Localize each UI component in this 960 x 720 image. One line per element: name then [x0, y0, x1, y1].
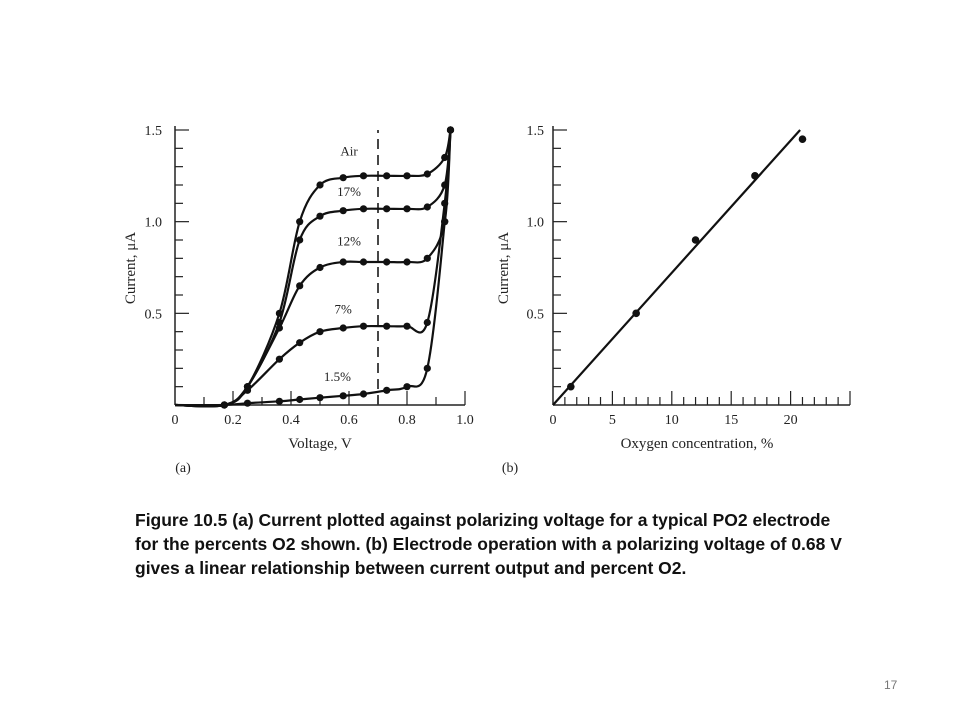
x-axis-label: Voltage, V [288, 436, 352, 452]
series-line [174, 129, 452, 408]
data-point [403, 172, 411, 180]
curve-label: 17% [337, 184, 361, 199]
data-point [339, 324, 347, 332]
x-tick-label: 10 [665, 413, 679, 428]
data-point [275, 324, 283, 332]
y-tick-label: 0.5 [145, 307, 163, 322]
series-line [174, 129, 452, 408]
chart-a: 0 0.2 0.4 0.6 0.8 1.0 0.5 1.0 1.5 Voltage, V Curre… [123, 124, 474, 476]
data-point [275, 355, 283, 363]
x-tick-label: 0 [172, 413, 179, 428]
data-point [383, 386, 391, 394]
data-point [359, 205, 368, 213]
x-tick-label: 0.4 [282, 413, 300, 428]
x-tick-label: 15 [724, 413, 738, 428]
data-point [423, 203, 431, 211]
data-point [441, 153, 449, 162]
panel-label: (a) [175, 461, 191, 476]
data-point [316, 181, 324, 189]
x-tick-label: 0.6 [340, 413, 358, 428]
data-point [359, 322, 368, 330]
chart-b: 0 5 10 15 20 0.5 1.0 1.5 Oxygen concentration, %… [496, 124, 851, 476]
y-axis-label: Current, μA [123, 232, 139, 304]
data-point [339, 392, 347, 400]
curve-label: Air [340, 144, 358, 159]
data-point [220, 401, 228, 409]
series-line [174, 129, 452, 408]
curve-label: 7% [335, 301, 353, 316]
panel-label: (b) [502, 461, 519, 476]
x-tick-label: 0 [550, 413, 557, 428]
data-point [383, 205, 391, 213]
data-point [316, 328, 324, 336]
y-tick-label: 1.5 [145, 124, 163, 139]
data-point [296, 282, 304, 290]
data-point [441, 218, 449, 226]
x-axis-label: Oxygen concentration, % [621, 436, 774, 452]
data-point [798, 135, 807, 143]
data-point [446, 126, 455, 134]
series-line [174, 129, 452, 407]
data-point [296, 218, 304, 226]
data-point [339, 174, 347, 182]
fit-line [552, 129, 801, 406]
data-point [339, 258, 347, 266]
data-point [359, 390, 368, 398]
y-tick-label: 1.0 [527, 216, 545, 231]
data-point [359, 258, 368, 266]
y-tick-label: 1.5 [527, 124, 545, 139]
data-point [316, 212, 324, 220]
data-point [296, 339, 304, 347]
series-line [174, 129, 452, 408]
x-tick-label: 0.2 [224, 413, 242, 428]
data-point [339, 207, 347, 215]
data-point [383, 172, 391, 180]
data-point [632, 309, 640, 318]
y-tick-label: 1.0 [145, 216, 163, 231]
data-point [403, 322, 411, 330]
data-point [359, 172, 368, 180]
data-point [383, 322, 391, 330]
data-point [423, 318, 431, 327]
x-tick-label: 20 [784, 413, 798, 428]
data-point [243, 386, 252, 394]
data-point [403, 205, 411, 213]
data-point [423, 170, 431, 178]
figure-caption: Figure 10.5 (a) Current plotted against … [135, 510, 842, 578]
y-axis-label: Current, μA [496, 232, 512, 304]
curve-label: 1.5% [324, 369, 351, 384]
data-point [316, 263, 324, 272]
x-tick-label: 5 [609, 413, 616, 428]
x-tick-label: 1.0 [456, 413, 474, 428]
data-point [567, 382, 575, 391]
data-point [751, 172, 759, 180]
curve-label: 12% [337, 234, 361, 249]
y-tick-label: 0.5 [527, 307, 545, 322]
data-point [383, 258, 391, 266]
data-point [275, 397, 283, 405]
data-point [243, 399, 252, 407]
data-point [296, 395, 304, 404]
data-point [423, 364, 431, 372]
data-point [691, 236, 700, 244]
data-point [316, 394, 324, 402]
page-number: 17 [884, 678, 898, 692]
data-point [423, 254, 431, 262]
data-point [403, 383, 411, 391]
data-point [296, 236, 304, 244]
data-point [403, 258, 411, 266]
x-tick-label: 0.8 [398, 413, 416, 428]
